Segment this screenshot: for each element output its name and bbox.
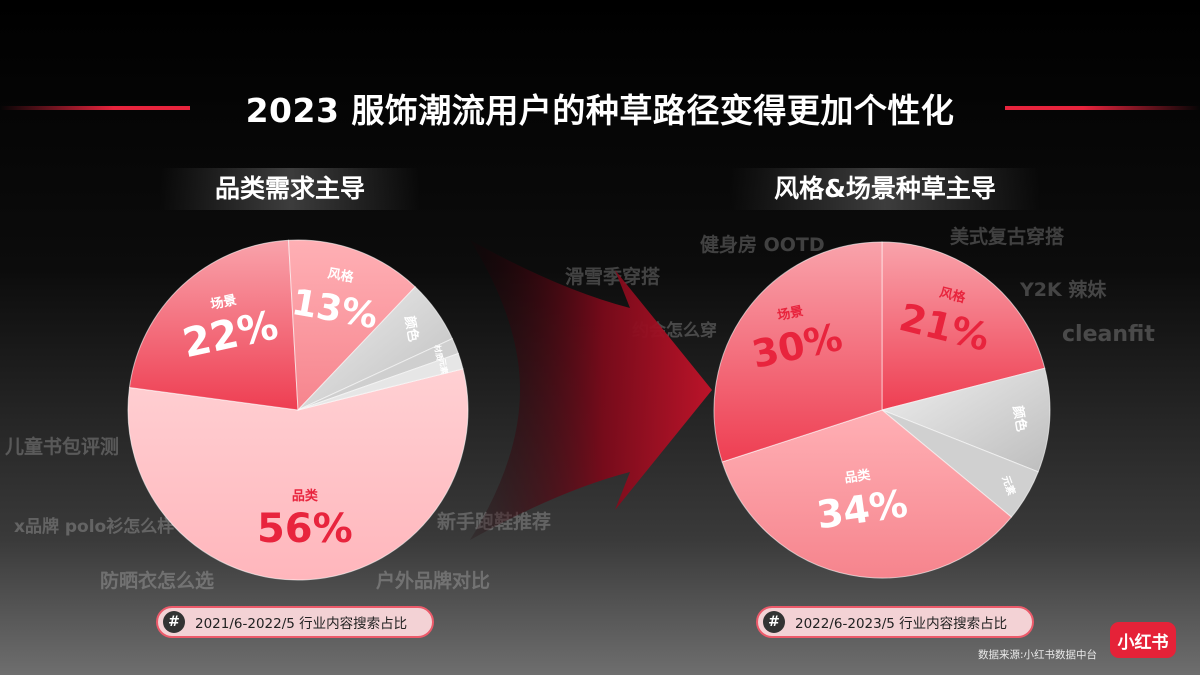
slice-label-group: 颜色 bbox=[1009, 404, 1029, 432]
slice-label: 风格 bbox=[326, 265, 355, 285]
pie-slice-1 bbox=[880, 367, 1051, 473]
title-line-left bbox=[0, 106, 190, 110]
right-caption: # 2022/6-2023/5 行业内容搜索占比 bbox=[756, 606, 1034, 638]
slice-label: 材质 bbox=[432, 344, 445, 361]
slice-label: 元素 bbox=[437, 357, 450, 374]
left-subtitle: 品类需求主导 bbox=[160, 168, 420, 210]
right-subtitle: 风格&场景种草主导 bbox=[730, 168, 1040, 210]
keyword-outdoor: 户外品牌对比 bbox=[376, 570, 491, 592]
slice-label: 颜色 bbox=[1009, 404, 1029, 432]
slice-label: 品类 bbox=[843, 467, 872, 487]
page-title: 2023 服饰潮流用户的种草路径变得更加个性化 bbox=[245, 91, 955, 130]
data-source: 数据来源:小红书数据中台 bbox=[978, 649, 1098, 661]
left-caption-text: 2021/6-2022/5 行业内容搜索占比 bbox=[195, 616, 408, 632]
slice-label-group: 品类 56% bbox=[257, 488, 353, 552]
slice-label-group: 材质 bbox=[432, 344, 445, 361]
slice-label-group: 元素 bbox=[437, 357, 450, 374]
slice-label: 品类 bbox=[292, 488, 319, 504]
pie-slice-5 bbox=[297, 352, 464, 411]
slice-label: 风格 bbox=[938, 285, 968, 307]
slice-label: 场景 bbox=[776, 304, 805, 324]
pie-slice-2 bbox=[287, 239, 416, 412]
pie-slice-1 bbox=[128, 239, 299, 411]
pie-slice-3 bbox=[721, 409, 1013, 579]
left-caption: # 2021/6-2022/5 行业内容搜索占比 bbox=[156, 606, 434, 638]
pie-slice-0 bbox=[881, 241, 1046, 411]
slice-value-label: 56% bbox=[257, 506, 353, 552]
pie-slice-4 bbox=[713, 241, 883, 463]
slice-label-group: 颜色 bbox=[401, 315, 421, 343]
keyword-kids-bag: 儿童书包评测 bbox=[5, 436, 120, 458]
keyword-gym: 健身房 OOTD bbox=[700, 234, 825, 256]
transition-arrow bbox=[470, 240, 712, 540]
keyword-y2k: Y2K 辣妹 bbox=[1020, 279, 1107, 301]
xiaohongshu-logo: 小红书 bbox=[1110, 622, 1176, 658]
right-caption-text: 2022/6-2023/5 行业内容搜索占比 bbox=[795, 616, 1008, 632]
slice-label: 场景 bbox=[209, 293, 238, 313]
keyword-cleanfit: cleanfit bbox=[1062, 322, 1155, 347]
hashtag-icon: # bbox=[763, 611, 785, 633]
slice-label: 颜色 bbox=[401, 315, 421, 343]
title-line-right bbox=[1005, 106, 1200, 110]
keyword-sunscreen: 防晒衣怎么选 bbox=[100, 570, 215, 592]
keyword-polo: x品牌 polo衫怎么样 bbox=[14, 517, 175, 537]
hashtag-icon: # bbox=[163, 611, 185, 633]
keyword-ski: 滑雪季穿搭 bbox=[565, 266, 661, 288]
keyword-vintage: 美式复古穿搭 bbox=[950, 226, 1065, 248]
pie-slice-0 bbox=[127, 368, 469, 581]
